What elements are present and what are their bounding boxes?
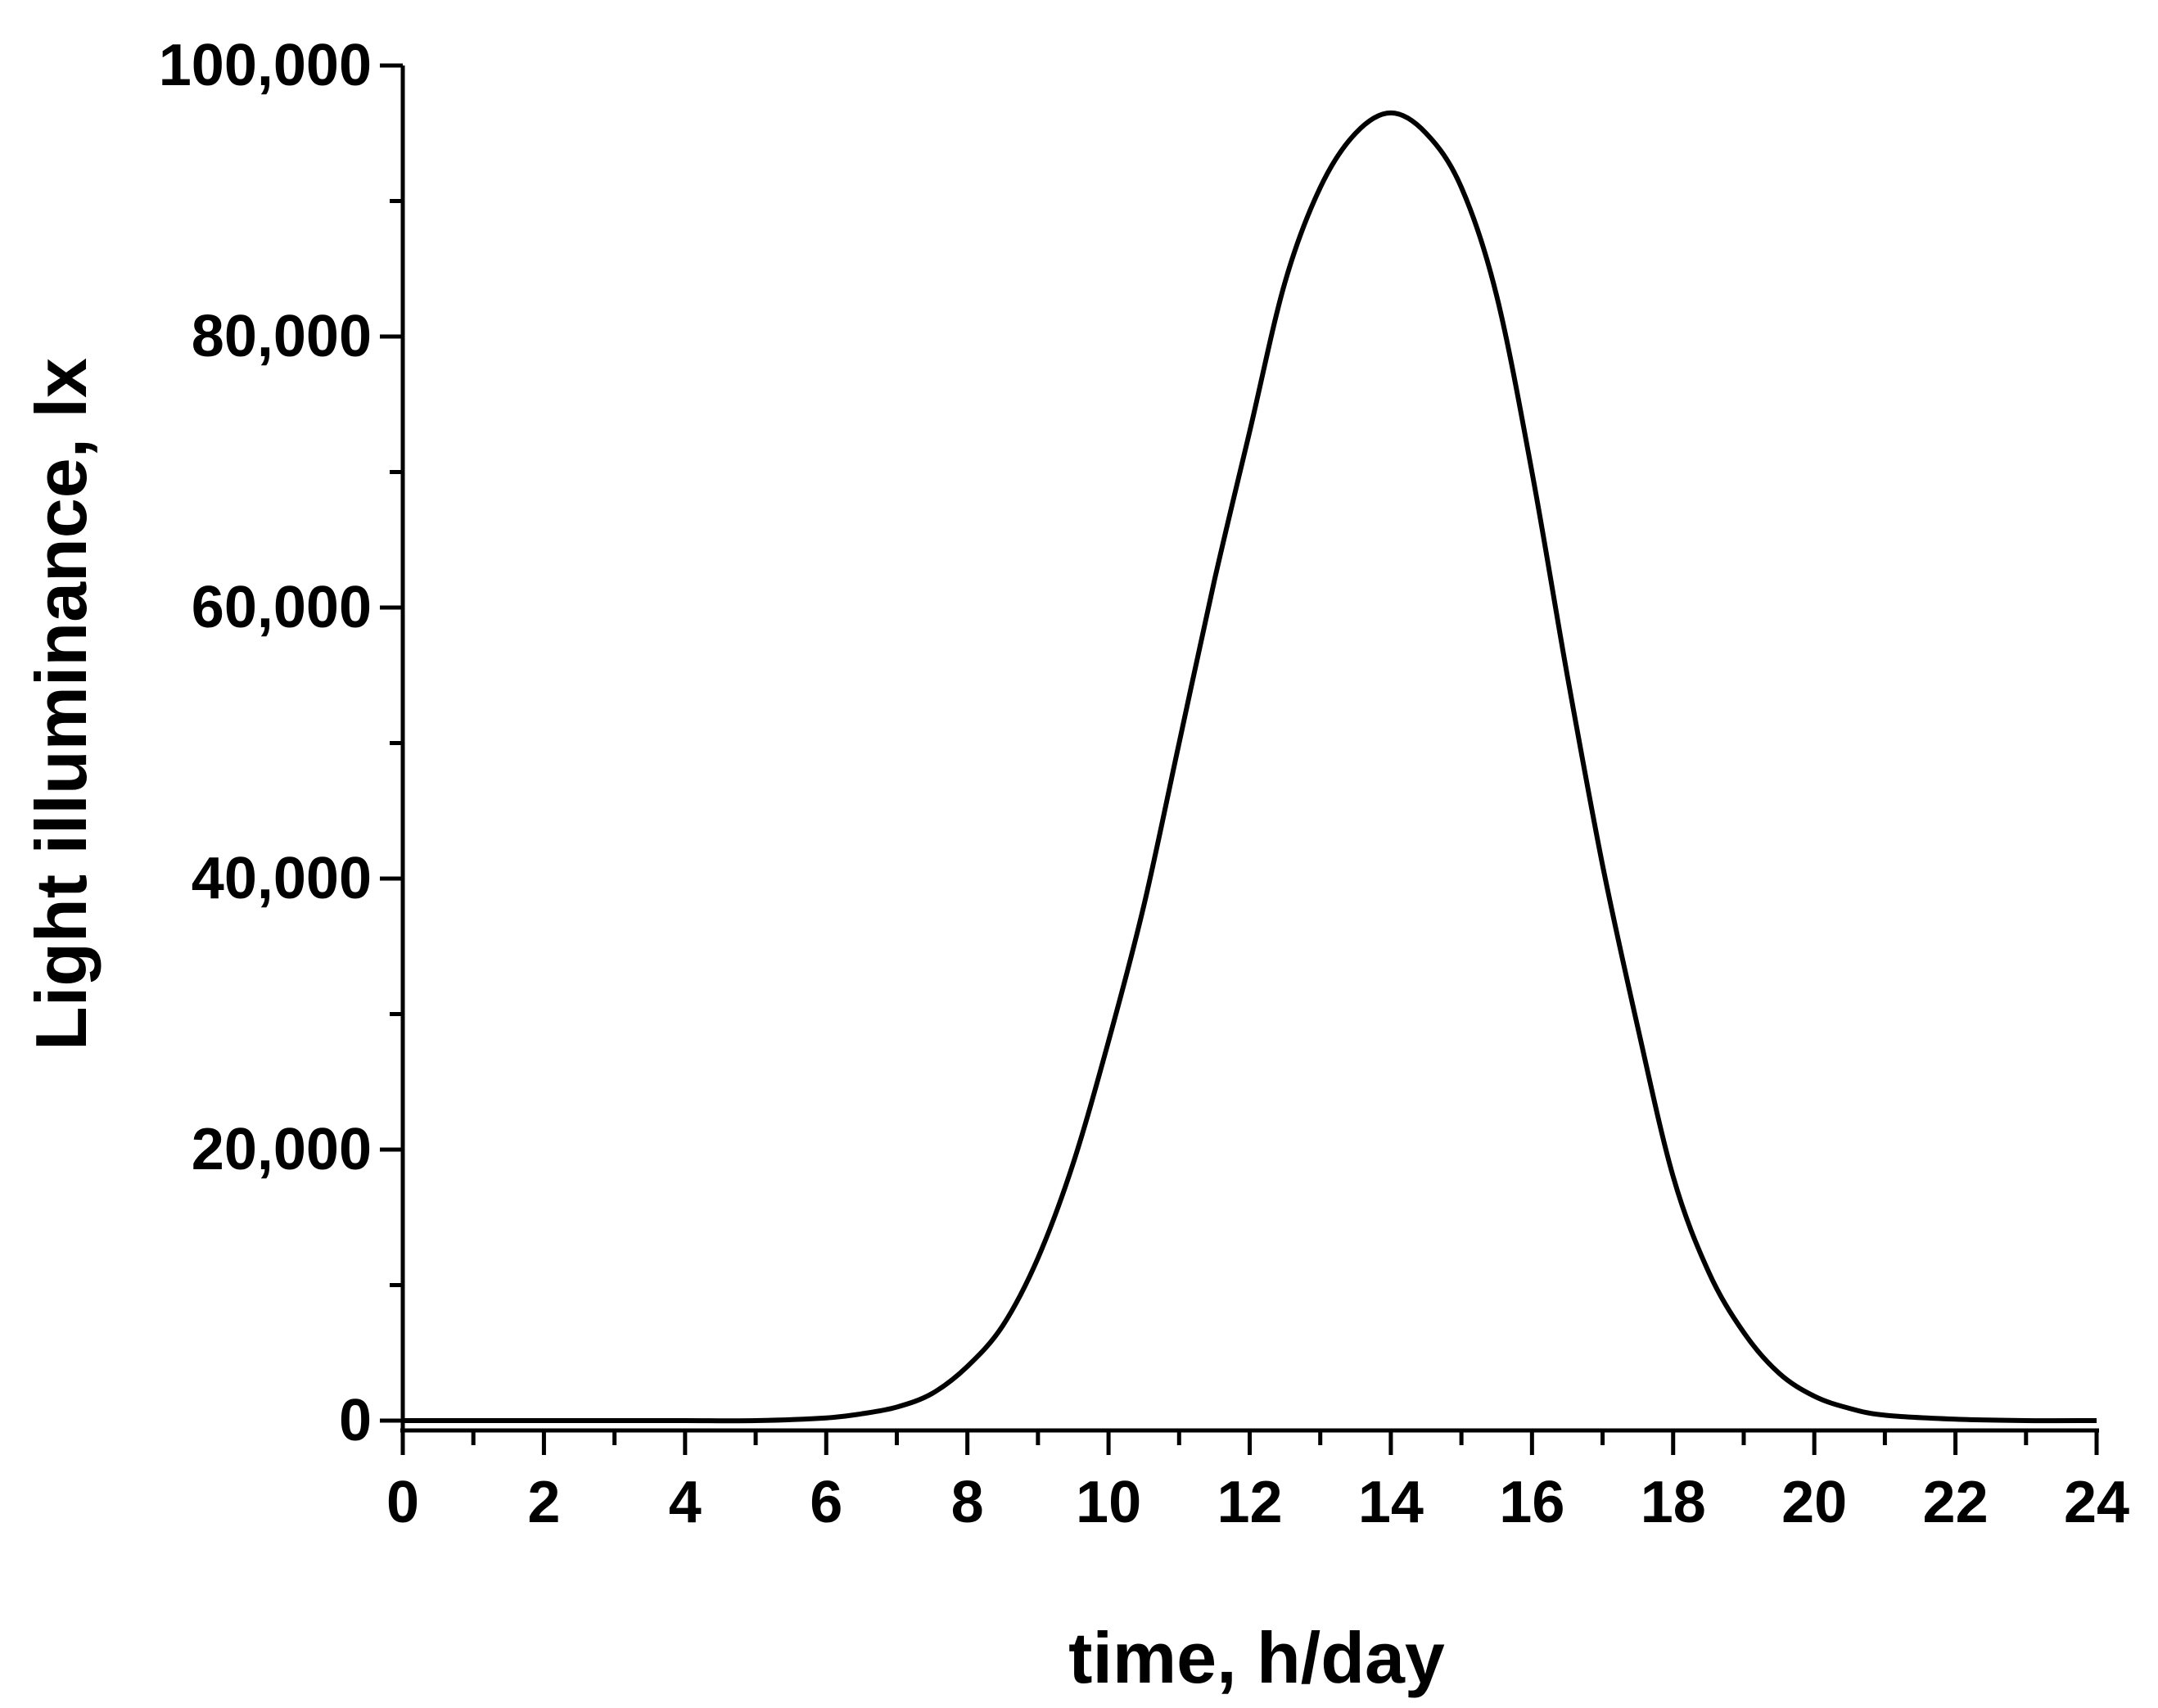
axes	[400, 66, 2099, 1433]
x-axis-ticks: 0 2 4 6 8 10 12 14 16 18 20 22 24	[386, 1430, 2129, 1535]
x-tick-label: 6	[810, 1470, 842, 1535]
series-line	[403, 110, 2097, 1424]
x-tick-label: 4	[669, 1470, 702, 1535]
x-tick-label: 16	[1499, 1470, 1564, 1535]
y-tick-label: 60,000	[192, 575, 372, 640]
x-tick-label: 10	[1076, 1470, 1141, 1535]
x-axis-title: time, h/day	[1068, 1617, 1445, 1698]
y-tick-label: 100,000	[159, 33, 372, 98]
x-tick-label: 20	[1781, 1470, 1847, 1535]
x-tick-label: 24	[2064, 1470, 2129, 1535]
x-tick-label: 2	[527, 1470, 560, 1535]
y-axis-ticks: 0 20,000 40,000 60,000 80,000 100,000	[159, 33, 403, 1453]
y-axis-title: Light illuminance, lx	[20, 358, 102, 1051]
x-tick-label: 12	[1217, 1470, 1282, 1535]
x-tick-label: 18	[1641, 1470, 1706, 1535]
y-tick-label: 80,000	[192, 304, 372, 369]
y-tick-label: 40,000	[192, 846, 372, 911]
x-tick-label: 14	[1358, 1470, 1424, 1535]
x-tick-label: 8	[951, 1470, 984, 1535]
x-tick-label: 0	[386, 1470, 419, 1535]
y-tick-label: 20,000	[192, 1117, 372, 1182]
y-tick-label: 0	[339, 1388, 372, 1453]
x-tick-label: 22	[1923, 1470, 1989, 1535]
